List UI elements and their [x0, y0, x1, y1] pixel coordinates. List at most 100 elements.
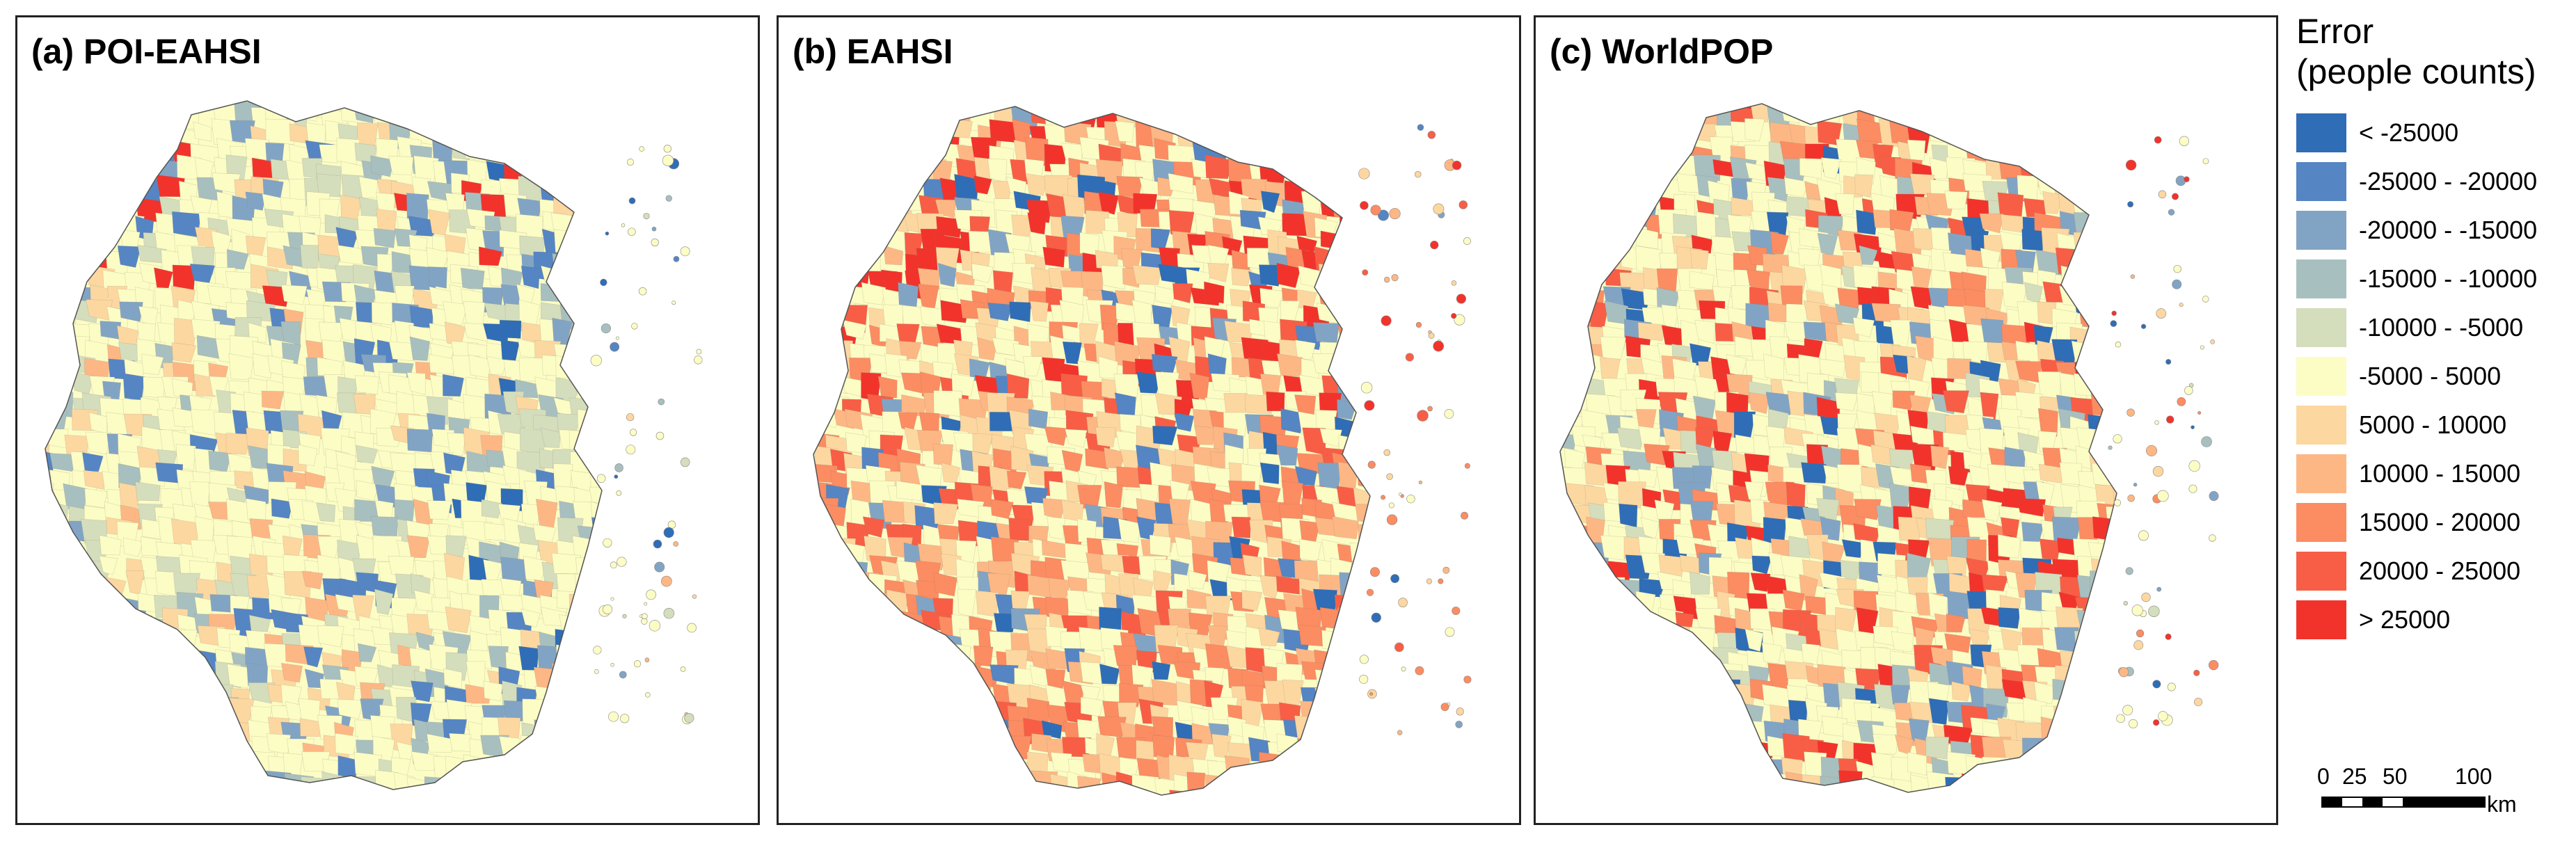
district-unit [1969, 465, 1992, 486]
district-unit [615, 375, 644, 404]
district-unit [463, 102, 493, 124]
district-unit [71, 215, 99, 239]
district-unit [1371, 649, 1390, 678]
island [673, 541, 679, 547]
district-unit [1655, 104, 1679, 106]
district-unit [1241, 122, 1270, 152]
island [2200, 345, 2204, 350]
scale-label: 50 [2383, 764, 2408, 789]
district-unit [445, 101, 472, 129]
district-unit [1369, 669, 1370, 690]
district-unit [1392, 743, 1414, 765]
district-unit [2088, 323, 2108, 350]
district-unit [45, 795, 65, 819]
legend-title: Error (people counts) [2296, 11, 2568, 92]
island [638, 287, 647, 296]
district-unit [1168, 173, 1193, 194]
island [1451, 313, 1457, 319]
district-unit [1392, 300, 1418, 328]
district-unit [108, 797, 129, 816]
district-unit [1314, 136, 1344, 162]
district-unit [2091, 281, 2117, 307]
district-unit [630, 88, 651, 109]
district-unit [82, 140, 103, 161]
district-unit [877, 376, 898, 399]
district-unit [1337, 307, 1360, 328]
district-unit [52, 154, 79, 178]
district-unit [141, 353, 164, 375]
district-unit [354, 375, 379, 395]
district-unit [1599, 104, 1620, 111]
island [1438, 578, 1444, 584]
district-unit [611, 503, 639, 522]
district-unit [882, 124, 901, 152]
district-unit [45, 681, 63, 703]
district-unit [813, 161, 816, 189]
district-unit [45, 211, 56, 234]
district-unit [173, 662, 193, 682]
district-unit [51, 101, 76, 127]
district-unit [1149, 534, 1171, 557]
district-unit [1027, 212, 1047, 235]
district-unit [951, 759, 972, 786]
district-unit [1349, 753, 1370, 772]
district-unit [813, 481, 816, 506]
district-unit [1717, 789, 1739, 792]
district-unit [2110, 463, 2117, 486]
district-unit [54, 682, 82, 706]
district-unit [427, 733, 455, 753]
legend-label: -10000 - -5000 [2359, 313, 2524, 342]
district-unit [2093, 772, 2117, 792]
district-unit [813, 778, 829, 795]
district-unit [1582, 774, 1602, 792]
district-unit [1560, 534, 1574, 561]
district-unit [813, 393, 817, 413]
district-unit [2149, 145, 2170, 175]
district-unit [813, 593, 822, 620]
district-unit [176, 778, 200, 790]
legend-swatch [2296, 600, 2346, 639]
district-unit [612, 211, 633, 230]
district-unit [1390, 774, 1414, 803]
district-unit [868, 751, 896, 781]
district-unit [120, 735, 140, 764]
island [655, 431, 665, 440]
district-unit [1585, 104, 1612, 124]
district-unit [1969, 120, 1988, 141]
district-unit [86, 299, 113, 321]
island [2202, 158, 2209, 165]
district-unit [478, 246, 502, 266]
district-unit [1372, 686, 1395, 710]
district-unit [788, 452, 813, 475]
district-unit [1113, 645, 1138, 667]
district-unit [1392, 534, 1413, 556]
district-unit [317, 625, 344, 648]
district-unit [813, 591, 838, 622]
district-unit [48, 303, 77, 330]
district-unit [1658, 109, 1681, 137]
district-unit [866, 593, 889, 617]
district-unit [1394, 451, 1421, 474]
district-unit [552, 753, 572, 774]
district-unit [63, 698, 84, 726]
district-unit [1374, 109, 1393, 129]
district-unit [608, 616, 636, 641]
district-unit [899, 340, 922, 360]
district-unit [1204, 154, 1234, 179]
district-unit [1708, 723, 1731, 743]
district-unit [1605, 626, 1630, 648]
district-unit [1241, 106, 1261, 134]
district-unit [306, 794, 330, 812]
district-unit [813, 234, 833, 259]
district-unit [63, 758, 90, 778]
district-unit [1153, 570, 1172, 591]
district-unit [443, 668, 463, 689]
district-unit [864, 137, 887, 158]
district-unit [1750, 573, 1771, 592]
district-unit [1838, 770, 1863, 792]
island [1381, 495, 1386, 500]
panel-title: (c) WorldPOP [1550, 32, 1774, 71]
district-unit [1338, 339, 1365, 362]
district-unit [120, 705, 149, 732]
choropleth-map [1559, 103, 2219, 793]
